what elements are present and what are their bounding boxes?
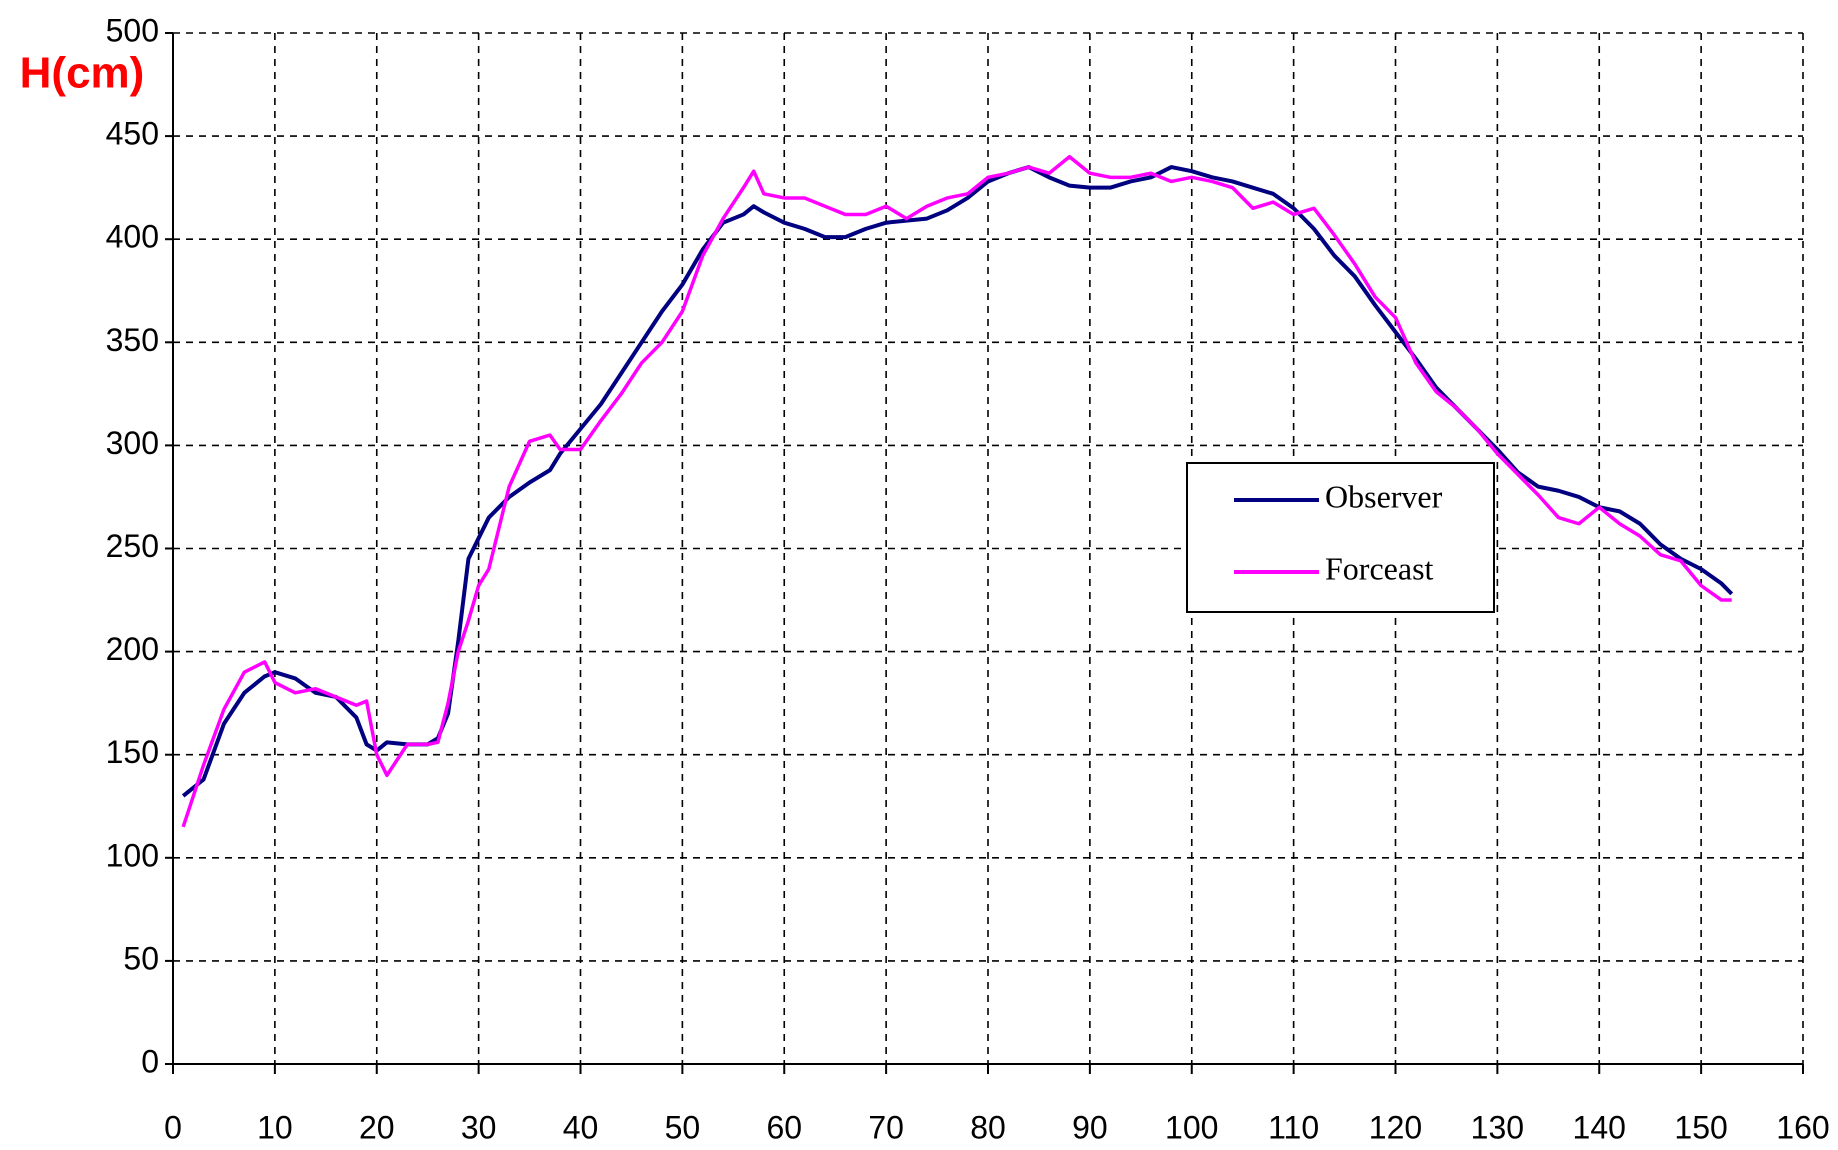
x-tick-label: 40 (563, 1109, 599, 1145)
x-tick-label: 60 (766, 1109, 802, 1145)
y-tick-label: 250 (106, 528, 159, 564)
y-tick-label: 400 (106, 219, 159, 255)
series-line (181, 165, 1734, 798)
x-tick-label: 50 (665, 1109, 701, 1145)
x-tick-label: 90 (1072, 1109, 1108, 1145)
x-tick-label: 150 (1674, 1109, 1727, 1145)
x-tick-label: 100 (1165, 1109, 1218, 1145)
x-tick-label: 120 (1369, 1109, 1422, 1145)
y-tick-label: 150 (106, 734, 159, 770)
y-tick-label: 350 (106, 322, 159, 358)
x-tick-label: 0 (164, 1109, 182, 1145)
x-tick-label: 110 (1268, 1109, 1319, 1145)
x-tick-label: 10 (257, 1109, 293, 1145)
x-tick-label: 140 (1573, 1109, 1626, 1145)
x-tick-label: 160 (1776, 1109, 1829, 1145)
legend-label: Forceast (1325, 550, 1434, 586)
y-tick-label: 300 (106, 425, 159, 461)
y-tick-label: 500 (106, 12, 159, 48)
y-tick-label: 0 (141, 1043, 159, 1079)
y-tick-label: 50 (123, 940, 159, 976)
legend-box (1186, 462, 1495, 613)
x-tick-label: 70 (868, 1109, 904, 1145)
x-tick-label: 20 (359, 1109, 395, 1145)
y-axis-label: H(cm) (20, 49, 145, 98)
y-tick-label: 200 (106, 631, 159, 667)
x-tick-label: 80 (970, 1109, 1006, 1145)
y-tick-label: 450 (106, 116, 159, 152)
x-tick-label: 30 (461, 1109, 497, 1145)
x-tick-label: 130 (1471, 1109, 1524, 1145)
series-line (181, 154, 1732, 828)
y-tick-label: 100 (106, 837, 159, 873)
legend-label: Observer (1325, 478, 1443, 514)
